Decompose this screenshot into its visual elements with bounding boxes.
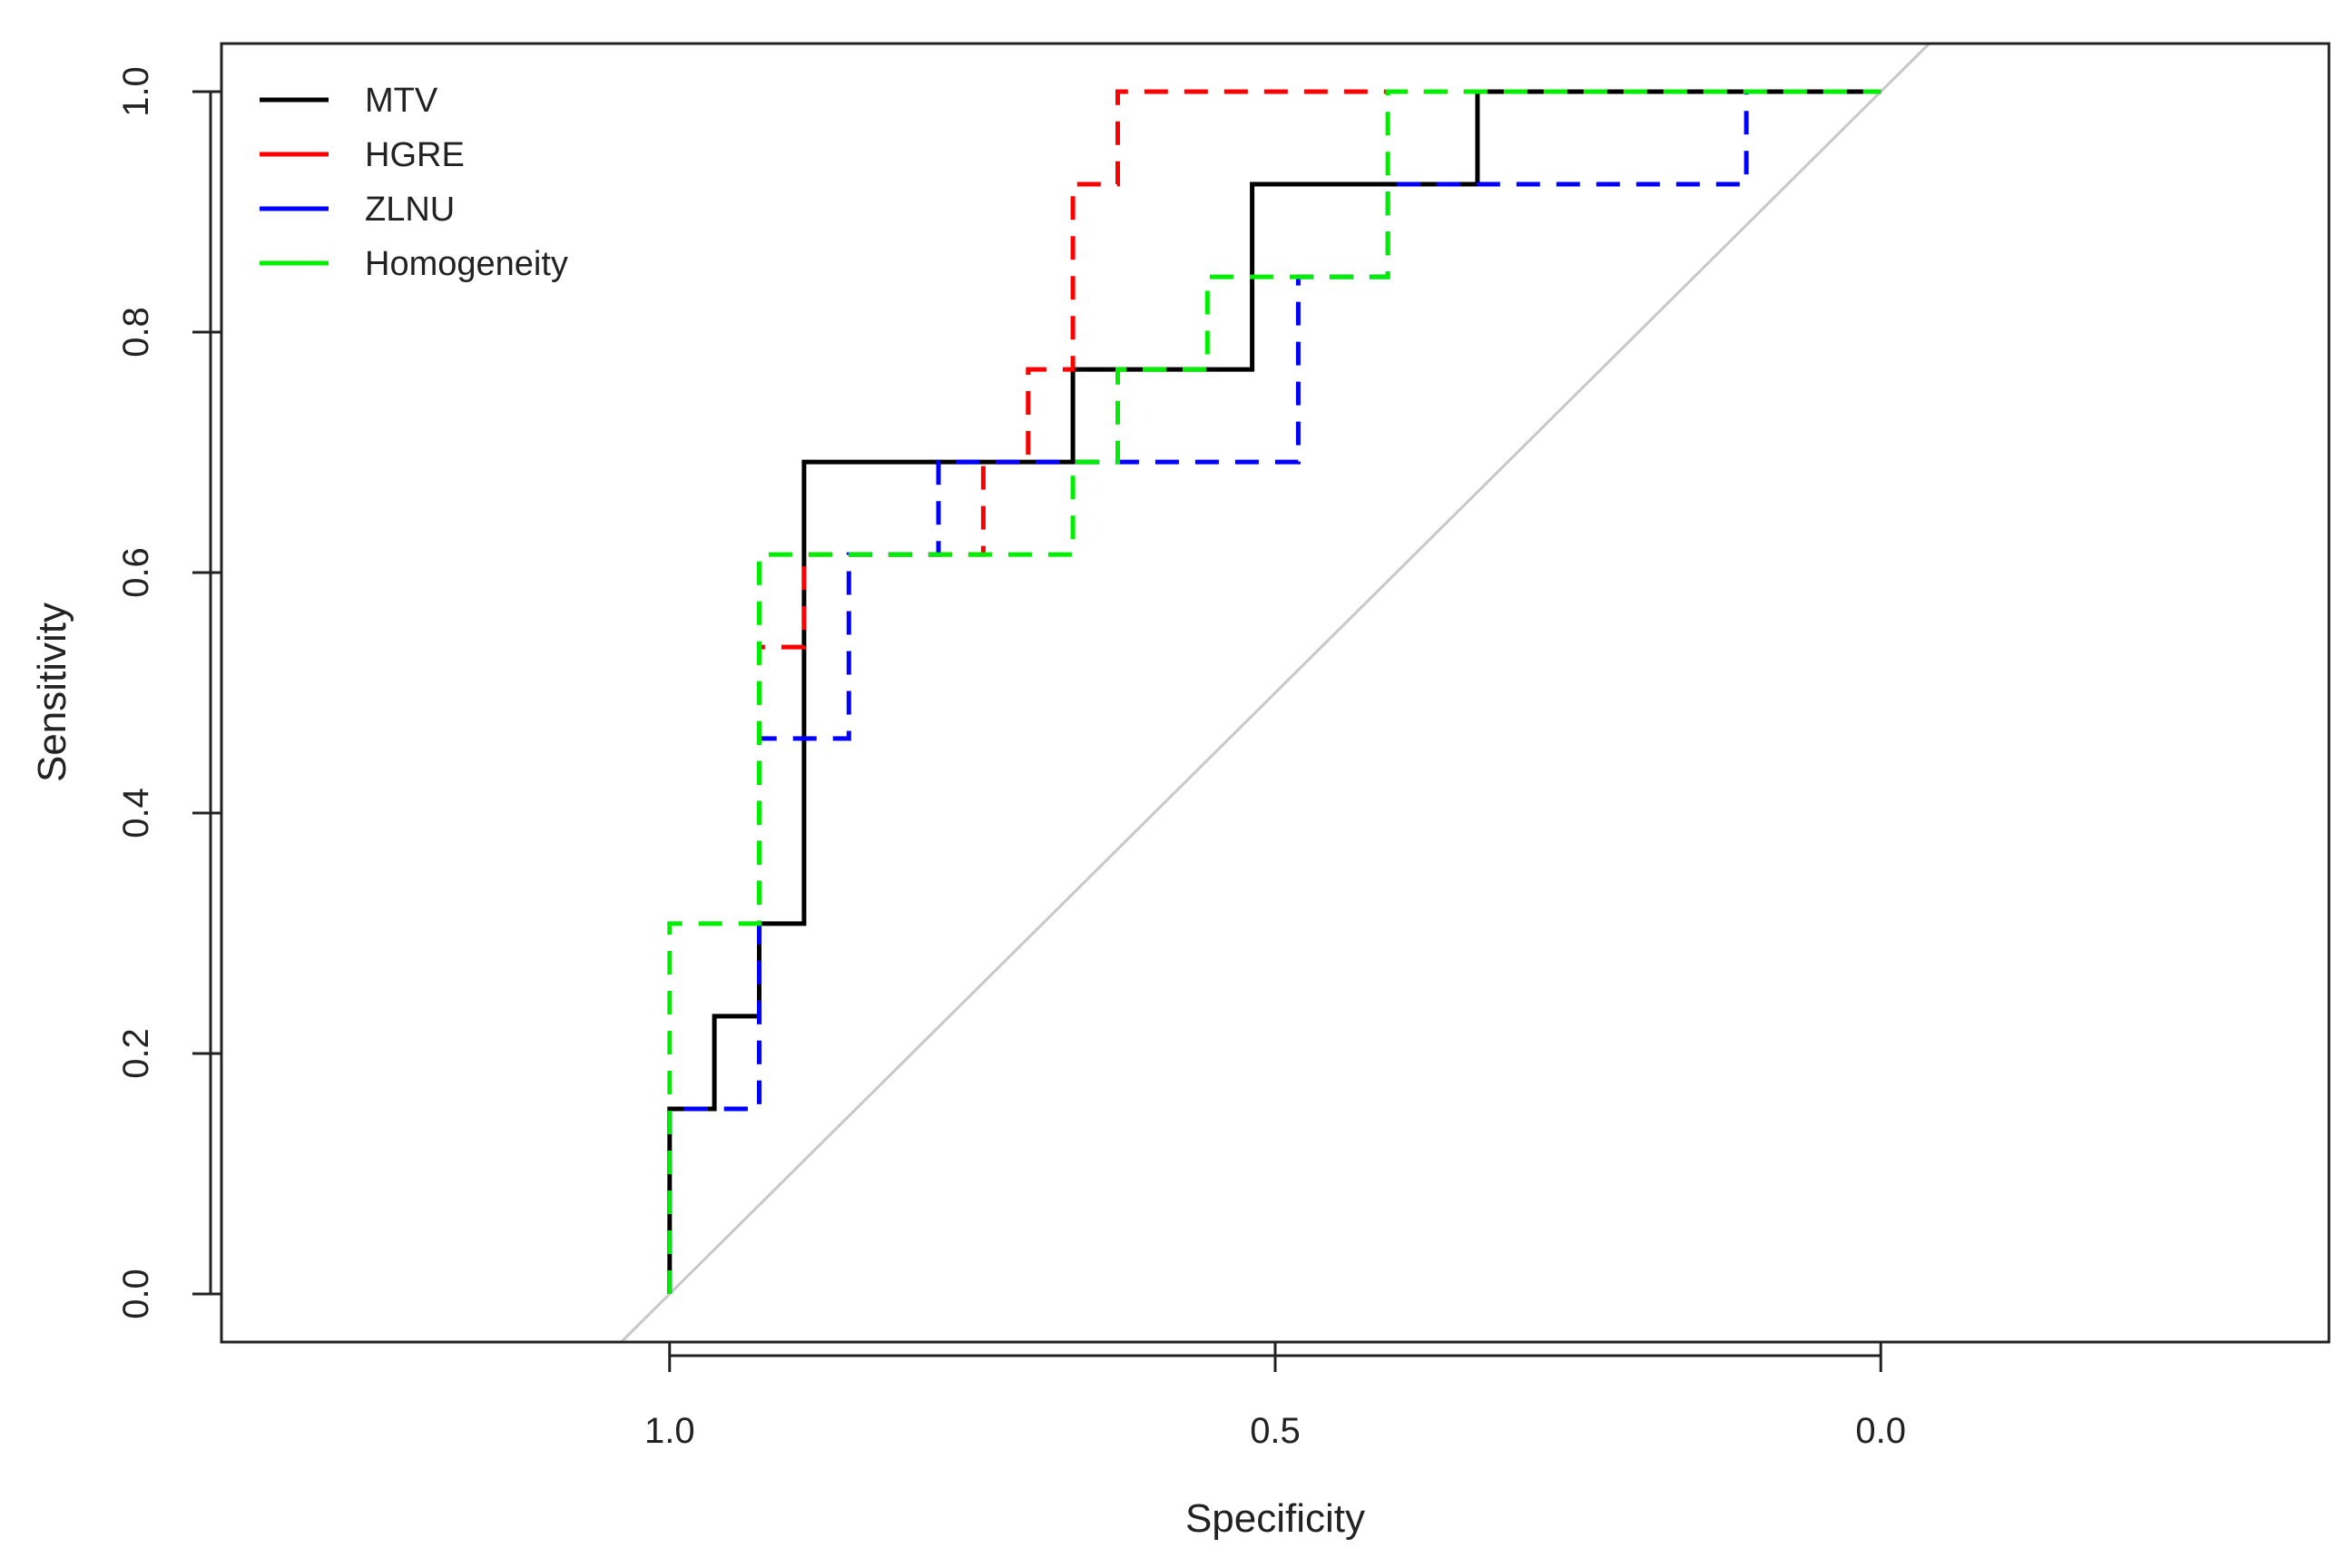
legend-label-mtv: MTV xyxy=(365,82,438,120)
x-tick-label: 0.5 xyxy=(1250,1411,1301,1451)
x-axis-title: Specificity xyxy=(1185,1496,1365,1541)
series-line-zlnu xyxy=(667,89,1881,1294)
x-tick-label: 1.0 xyxy=(644,1411,695,1451)
legend-label-hgre: HGRE xyxy=(365,136,465,174)
reference-diagonal-line xyxy=(620,44,1930,1342)
y-tick-label: 0.4 xyxy=(116,788,156,838)
plot-area xyxy=(620,44,1930,1342)
y-tick-label: 1.0 xyxy=(116,66,156,117)
series-line-homogeneity xyxy=(667,89,1881,1294)
y-axis-title: Sensitivity xyxy=(30,603,74,782)
legend-label-zlnu: ZLNU xyxy=(365,191,455,229)
axes: 1.0 0.5 0.0 0.0 0.2 0.4 0.6 0.8 1.0 xyxy=(116,66,1906,1451)
y-tick-label: 0.6 xyxy=(116,547,156,598)
legend-label-homogeneity: Homogeneity xyxy=(365,245,568,283)
y-tick-label: 0.0 xyxy=(116,1269,156,1319)
legend: MTV HGRE ZLNU Homogeneity xyxy=(260,82,568,283)
x-tick-label: 0.0 xyxy=(1855,1411,1906,1451)
y-tick-label: 0.2 xyxy=(116,1028,156,1079)
y-tick-label: 0.8 xyxy=(116,307,156,358)
